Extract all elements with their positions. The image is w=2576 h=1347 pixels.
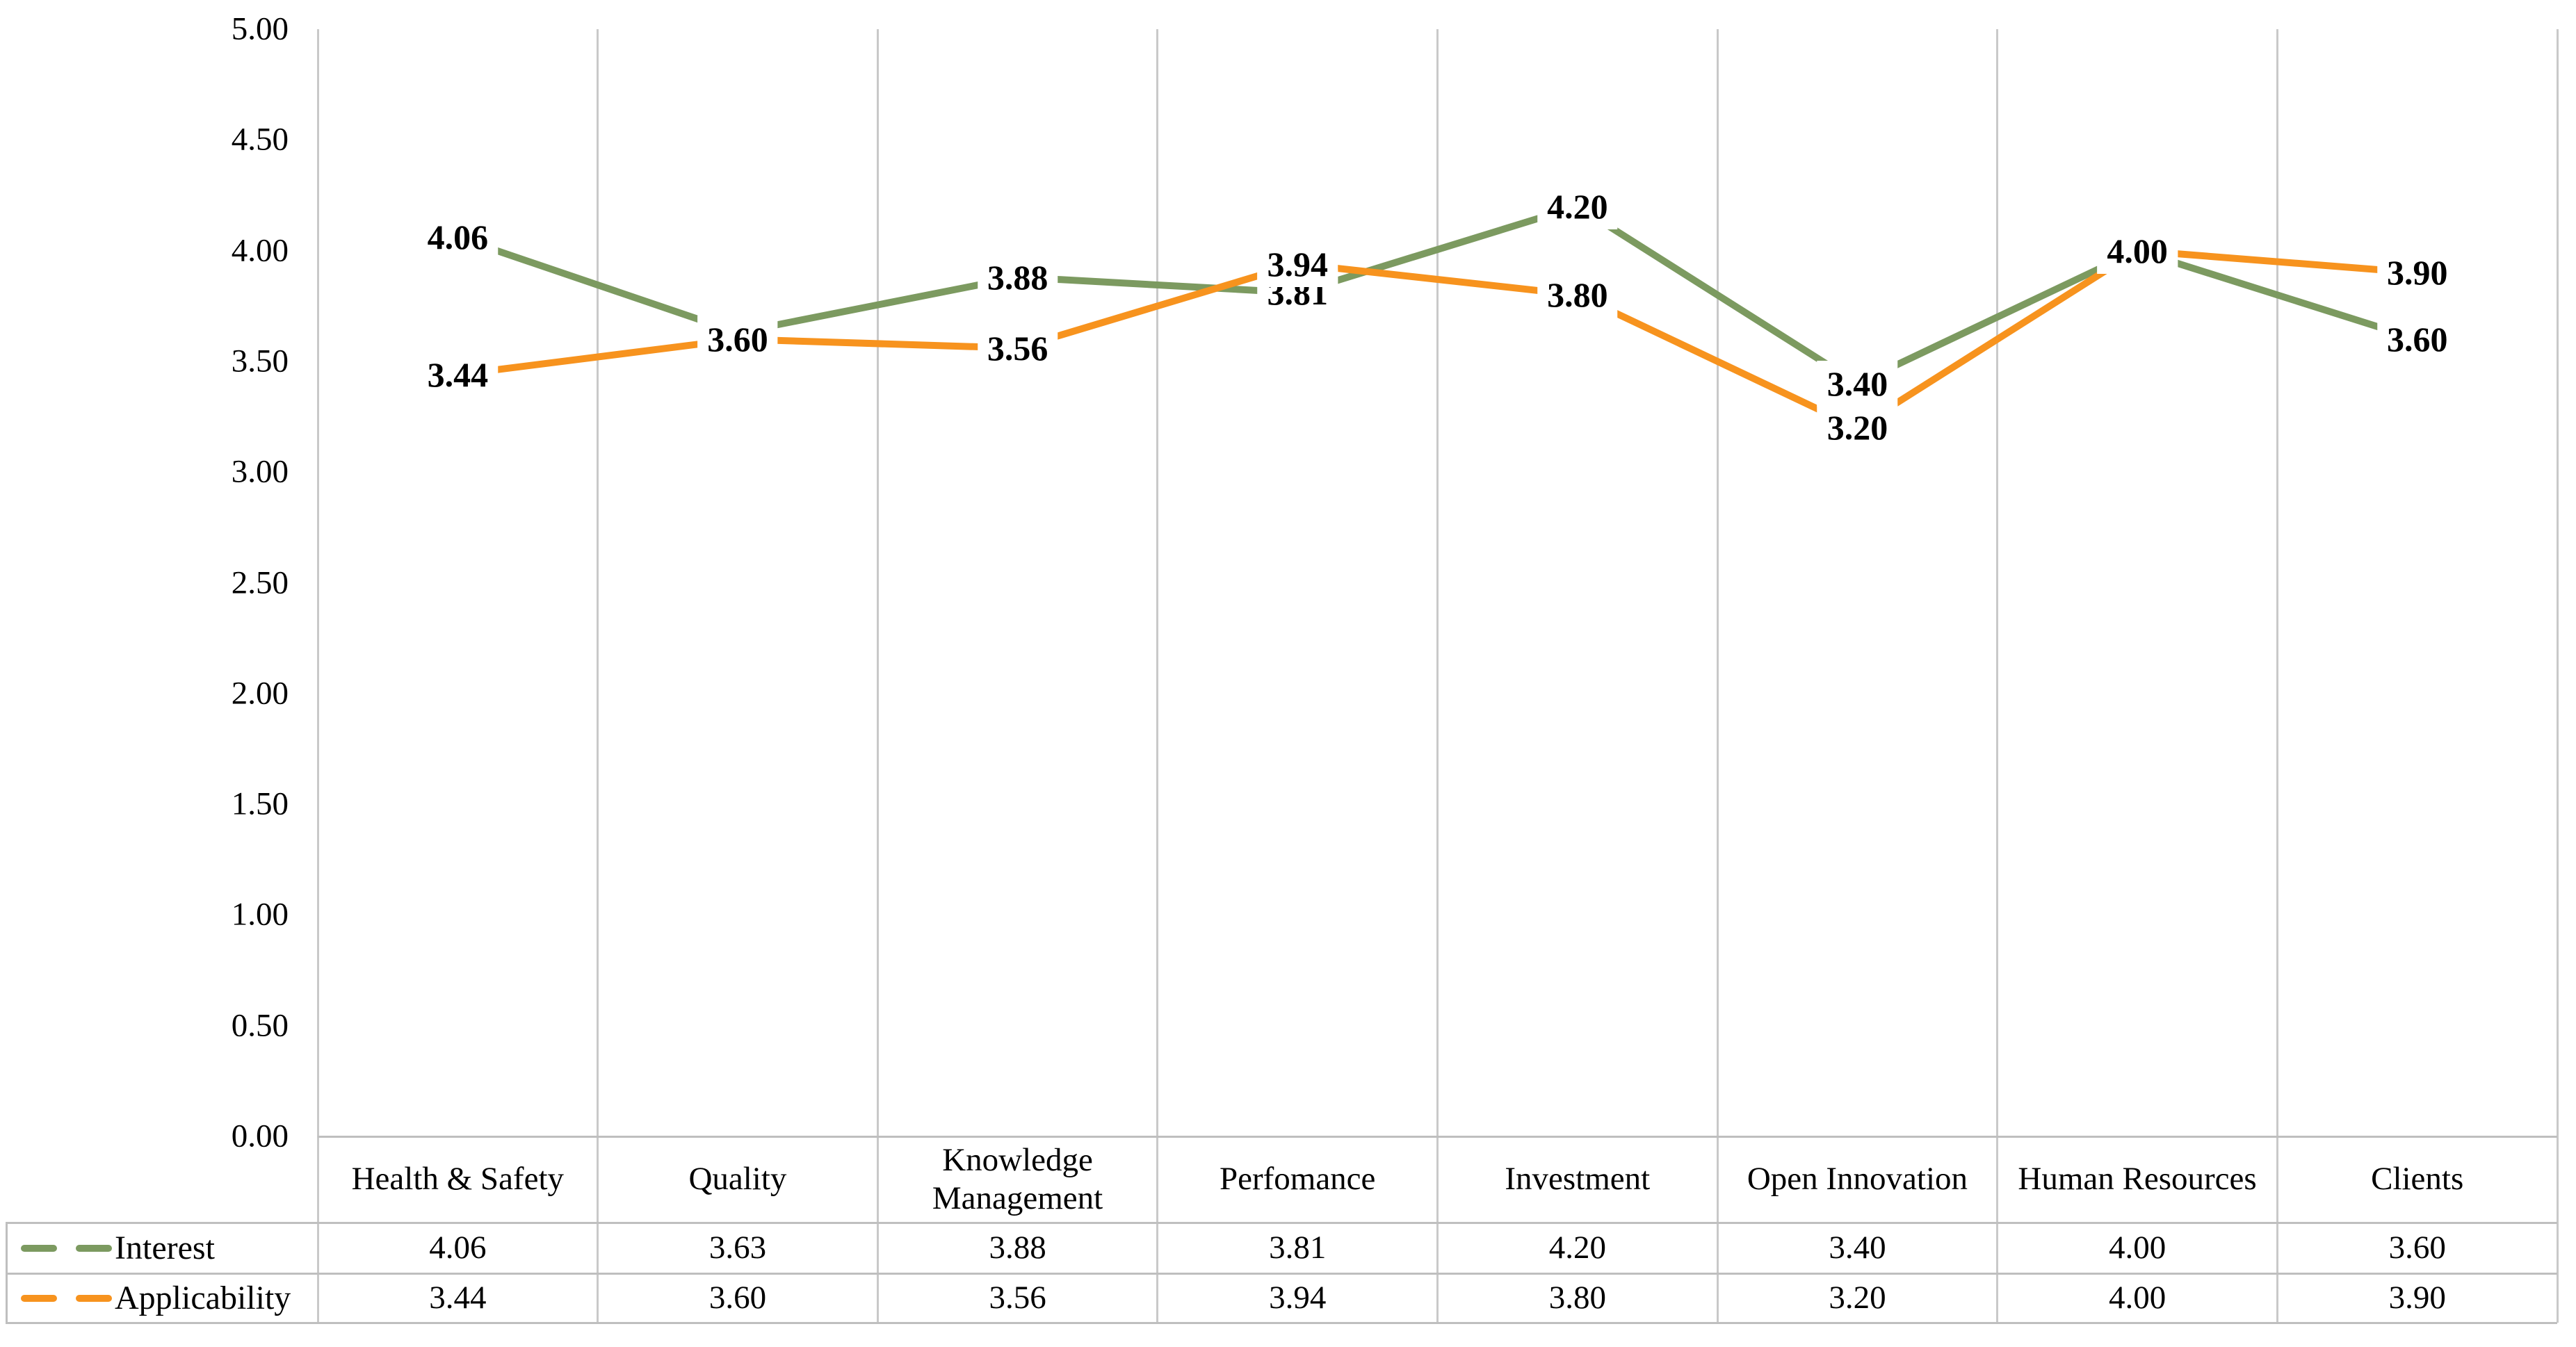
gridline: [2556, 29, 2559, 1323]
table-cell-value: 3.81: [1269, 1230, 1327, 1266]
table-cell-value: 3.20: [1829, 1280, 1886, 1316]
data-label-applicability: 3.56: [977, 325, 1058, 371]
table-cell-value: 3.44: [429, 1280, 487, 1316]
y-axis-tick-label: 4.00: [231, 232, 289, 269]
table-cell-value: 3.60: [708, 1280, 767, 1316]
data-label-applicability: 3.90: [2376, 250, 2458, 296]
data-label-applicability: 3.80: [1537, 272, 1618, 318]
table-cell-value: 4.00: [2108, 1230, 2166, 1266]
data-label-applicability: 3.60: [697, 316, 778, 363]
gridline: [1716, 29, 1719, 1323]
y-axis-tick-label: 5.00: [231, 10, 289, 47]
data-label-interest: 3.40: [1817, 360, 1898, 407]
table-border: [6, 1221, 2557, 1224]
table-cell-value: 3.80: [1548, 1280, 1606, 1316]
category-label: Open Innovation: [1747, 1161, 1968, 1198]
y-axis-tick-label: 4.50: [231, 121, 289, 158]
table-border: [318, 1135, 2557, 1138]
table-border: [6, 1272, 2557, 1275]
y-axis-tick-label: 0.50: [231, 1007, 289, 1044]
gridline: [876, 29, 879, 1323]
legend-item-applicability: Applicability: [6, 1273, 318, 1323]
table-cell-value: 4.00: [2108, 1280, 2166, 1316]
table-cell-value: 3.94: [1269, 1280, 1327, 1316]
y-axis-tick-label: 1.00: [231, 896, 289, 933]
table-cell-value: 3.63: [708, 1230, 767, 1266]
legend-key-dash-icon: [21, 1244, 57, 1252]
table-cell-value: 3.90: [2388, 1280, 2446, 1316]
legend-key-dash-icon: [76, 1294, 112, 1302]
table-cell-value: 4.06: [429, 1230, 487, 1266]
table-cell-value: 4.20: [1548, 1230, 1606, 1266]
legend-item-interest: Interest: [6, 1223, 318, 1273]
data-label-interest: 3.60: [2376, 316, 2458, 363]
data-label-interest: 4.06: [417, 214, 499, 261]
gridline: [1436, 29, 1439, 1323]
data-label-applicability: 4.00: [2097, 227, 2178, 274]
table-cell-value: 3.88: [989, 1230, 1046, 1266]
y-axis-tick-label: 2.50: [231, 564, 289, 601]
series-line-applicability: [457, 247, 2418, 432]
table-cell-value: 3.56: [989, 1280, 1046, 1316]
gridline: [2276, 29, 2278, 1323]
y-axis-tick-label: 2.00: [231, 675, 289, 712]
legend-label: Interest: [115, 1229, 215, 1266]
y-axis-tick-label: 0.00: [231, 1118, 289, 1154]
category-label: Clients: [2371, 1161, 2464, 1198]
category-label: Knowledge Management: [932, 1141, 1103, 1216]
data-label-applicability: 3.94: [1257, 240, 1338, 287]
y-axis-tick-label: 1.50: [231, 785, 289, 822]
y-axis-tick-label: 3.50: [231, 343, 289, 379]
gridline: [1156, 29, 1159, 1323]
category-label: Human Resources: [2018, 1161, 2257, 1198]
legend-label: Applicability: [115, 1279, 291, 1316]
table-cell-value: 3.60: [2388, 1230, 2446, 1266]
category-label: Health & Safety: [351, 1161, 565, 1198]
category-label: Investment: [1505, 1161, 1651, 1198]
table-border: [6, 1321, 2557, 1324]
data-label-interest: 3.88: [977, 254, 1058, 300]
data-label-applicability: 3.20: [1817, 405, 1898, 451]
category-label: Perfomance: [1219, 1161, 1376, 1198]
gridline: [316, 29, 319, 1323]
legend-key-dash-icon: [76, 1244, 112, 1252]
table-cell-value: 3.40: [1829, 1230, 1886, 1266]
gridline: [1996, 29, 1999, 1323]
legend-key-dash-icon: [21, 1294, 57, 1302]
data-label-applicability: 3.44: [417, 352, 499, 398]
y-axis-tick-label: 3.00: [231, 453, 289, 490]
series-line-interest: [456, 202, 2419, 387]
data-label-interest: 4.20: [1537, 183, 1618, 229]
gridline: [597, 29, 599, 1323]
category-label: Quality: [688, 1161, 787, 1198]
